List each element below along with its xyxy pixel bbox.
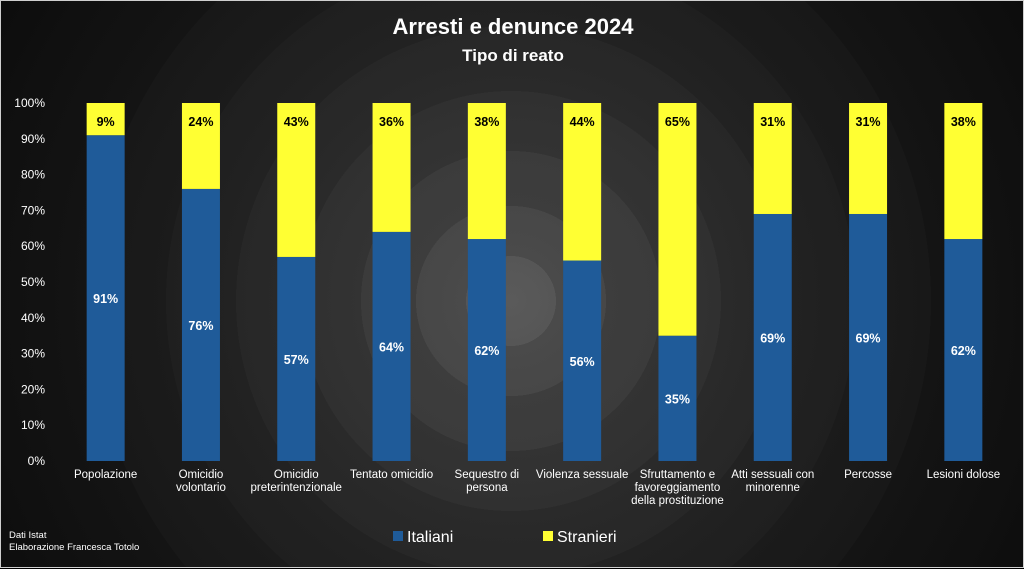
bar-italiani [563,260,602,461]
data-label-italiani: 62% [474,344,499,358]
source-line-1: Dati Istat [9,530,47,541]
category-label: Atti sessuali con minorenne [731,469,814,494]
category-label: Omicidio volontario [176,469,226,494]
bar-italiani [944,239,983,461]
data-label-stranieri: 24% [188,115,213,129]
bar-stranieri [372,103,411,232]
data-label-stranieri: 65% [665,115,690,129]
data-label-italiani: 91% [93,292,118,306]
bar-italiani [658,335,697,461]
data-label-stranieri: 38% [474,115,499,129]
bar-stranieri [753,103,792,214]
category-label: Sequestro di persona [455,469,520,494]
y-tick-label: 20% [21,382,45,396]
y-tick-label: 70% [21,203,45,217]
category-label: Tentato omicidio [350,469,433,481]
data-label-italiani: 69% [856,331,881,345]
x-axis: Popolazione Omicidio volontario Omicidio pre… [74,469,1000,507]
bar-italiani [277,256,316,461]
data-label-italiani: 76% [188,319,213,333]
y-tick-label: 50% [21,275,45,289]
bar-italiani [753,213,792,461]
bar-stranieri [181,103,220,189]
chart-title: Arresti e denunce 2024 [393,14,635,39]
chart-subtitle: Tipo di reato [462,46,564,65]
y-tick-label: 60% [21,239,45,253]
bars: 91% 9% 76% 24% 57% 43% 64% 36% 62% 38% 56% 44% 35% 65… [86,103,983,462]
bar-italiani [372,231,411,461]
bar-stranieri [467,103,506,240]
y-tick-label: 90% [21,132,45,146]
data-label-italiani: 62% [951,344,976,358]
bar-stranieri [563,103,602,261]
y-axis: 0% 10% 20% 30% 40% 50% 60% 70% 80% 90% 100% [14,96,45,468]
category-label: Omicidio preterintenzionale [251,469,342,494]
data-label-italiani: 64% [379,340,404,354]
category-label: Lesioni dolose [927,469,1001,481]
y-tick-label: 10% [21,418,45,432]
legend-swatch-stranieri [543,531,553,541]
legend: Italiani Stranieri [393,529,617,546]
y-tick-label: 100% [14,96,45,110]
y-tick-label: 80% [21,168,45,182]
bar-italiani [849,213,888,461]
data-label-stranieri: 31% [856,115,881,129]
category-label: Popolazione [74,469,137,481]
legend-label-italiani: Italiani [407,529,453,546]
bar-italiani [467,239,506,461]
bar-stranieri [849,103,888,214]
data-label-stranieri: 44% [570,115,595,129]
data-label-italiani: 57% [284,353,309,367]
legend-swatch-italiani [393,531,403,541]
y-tick-label: 30% [21,347,45,361]
y-tick-label: 0% [28,454,46,468]
data-label-stranieri: 31% [760,115,785,129]
bar-stranieri [944,103,983,240]
category-label: Violenza sessuale [536,469,629,481]
bar-stranieri [86,103,125,136]
data-label-stranieri: 38% [951,115,976,129]
data-label-stranieri: 36% [379,115,404,129]
data-label-italiani: 35% [665,392,690,406]
category-label: Sfruttamento e favoreggiamento della prost… [631,469,724,507]
bar-stranieri [277,103,316,257]
data-label-stranieri: 9% [97,115,115,129]
bar-italiani [181,188,220,462]
data-label-italiani: 69% [760,331,785,345]
legend-label-stranieri: Stranieri [557,529,617,546]
bar-stranieri [658,103,697,336]
category-label: Percosse [844,469,892,481]
data-label-italiani: 56% [570,355,595,369]
y-tick-label: 40% [21,311,45,325]
bar-italiani [86,135,125,461]
source-line-2: Elaborazione Francesca Totolo [9,542,139,553]
data-label-stranieri: 43% [284,115,309,129]
